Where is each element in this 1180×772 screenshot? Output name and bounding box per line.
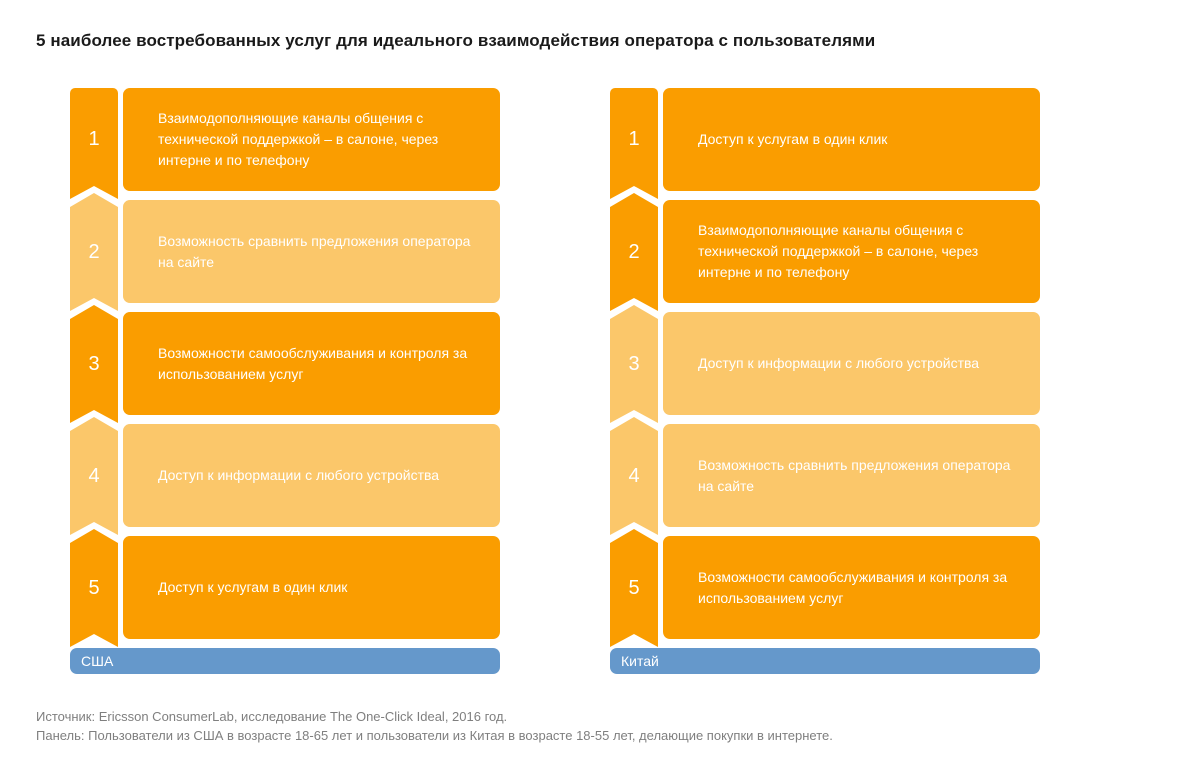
service-card: Возможность сравнить предложения операто… — [663, 424, 1040, 527]
china-item-3: 3 Доступ к информации с любого устройств… — [610, 312, 1040, 415]
service-label: Взаимодополняющие каналы общения с техни… — [698, 222, 979, 280]
service-card: Доступ к информации с любого устройства — [663, 312, 1040, 415]
rank-number: 1 — [88, 128, 100, 150]
rank-badge: 3 — [610, 305, 658, 423]
service-label: Доступ к информации с любого устройства — [698, 355, 980, 371]
rank-number: 5 — [88, 576, 100, 599]
service-label: Возможности самообслуживания и контроля … — [698, 568, 1008, 606]
rank-number: 1 — [628, 128, 640, 150]
rank-number: 3 — [628, 352, 640, 375]
service-card: Взаимодополняющие каналы общения с техни… — [123, 88, 500, 191]
china-item-2: 2 Взаимодополняющие каналы общения с тех… — [610, 200, 1040, 303]
rank-number: 4 — [88, 464, 100, 487]
service-label: Возможности самообслуживания и контроля … — [158, 344, 468, 382]
china-item-4: 4 Возможность сравнить предложения опера… — [610, 424, 1040, 527]
service-label: Доступ к информации с любого устройства — [158, 467, 440, 483]
usa-item-2: 2 Возможность сравнить предложения опера… — [70, 200, 500, 303]
service-label: Возможность сравнить предложения операто… — [158, 232, 471, 270]
china-item-1: 1 Доступ к услугам в один клик — [610, 88, 1040, 191]
rank-badge: 5 — [610, 529, 658, 647]
country-label-china: Китай — [610, 648, 1040, 674]
usa-item-3: 3 Возможности самообслуживания и контрол… — [70, 312, 500, 415]
usa-item-5: 5 Доступ к услугам в один клик — [70, 536, 500, 639]
rank-badge: 2 — [70, 193, 118, 311]
service-card: Доступ к услугам в один клик — [663, 88, 1040, 191]
page-title: 5 наиболее востребованных услуг для идеа… — [36, 31, 876, 50]
rank-badge: 4 — [610, 417, 658, 535]
rank-badge: 1 — [70, 88, 118, 199]
rank-badge: 5 — [70, 529, 118, 647]
rank-number: 2 — [88, 240, 100, 263]
service-label: Возможность сравнить предложения операто… — [698, 456, 1011, 494]
service-card: Возможность сравнить предложения операто… — [123, 200, 500, 303]
service-card: Возможности самообслуживания и контроля … — [123, 312, 500, 415]
panel-line: Панель: Пользователи из США в возрасте 1… — [36, 728, 833, 743]
country-name: США — [81, 653, 114, 669]
china-item-5: 5 Возможности самообслуживания и контрол… — [610, 536, 1040, 639]
usa-item-4: 4 Доступ к информации с любого устройств… — [70, 424, 500, 527]
service-label: Доступ к услугам в один клик — [698, 131, 888, 147]
service-label: Взаимодополняющие каналы общения с техни… — [158, 110, 439, 168]
service-card: Доступ к услугам в один клик — [123, 536, 500, 639]
rank-number: 4 — [628, 464, 640, 487]
rank-badge: 1 — [610, 88, 658, 199]
rank-badge: 3 — [70, 305, 118, 423]
rank-number: 2 — [628, 240, 640, 263]
service-card: Доступ к информации с любого устройства — [123, 424, 500, 527]
source-line: Источник: Ericsson ConsumerLab, исследов… — [36, 709, 508, 724]
usa-item-1: 1 Взаимодополняющие каналы общения с тех… — [70, 88, 500, 191]
rank-number: 5 — [628, 576, 640, 599]
rank-badge: 4 — [70, 417, 118, 535]
source-note: Источник: Ericsson ConsumerLab, исследов… — [36, 707, 833, 745]
rank-badge: 2 — [610, 193, 658, 311]
service-card: Возможности самообслуживания и контроля … — [663, 536, 1040, 639]
service-card: Взаимодополняющие каналы общения с техни… — [663, 200, 1040, 303]
column-usa: 1 Взаимодополняющие каналы общения с тех… — [70, 88, 500, 674]
country-label-usa: США — [70, 648, 500, 674]
rank-number: 3 — [88, 352, 100, 375]
column-china: 1 Доступ к услугам в один клик 2 Взаимод… — [610, 88, 1040, 674]
service-label: Доступ к услугам в один клик — [158, 579, 348, 595]
country-name: Китай — [621, 653, 659, 669]
